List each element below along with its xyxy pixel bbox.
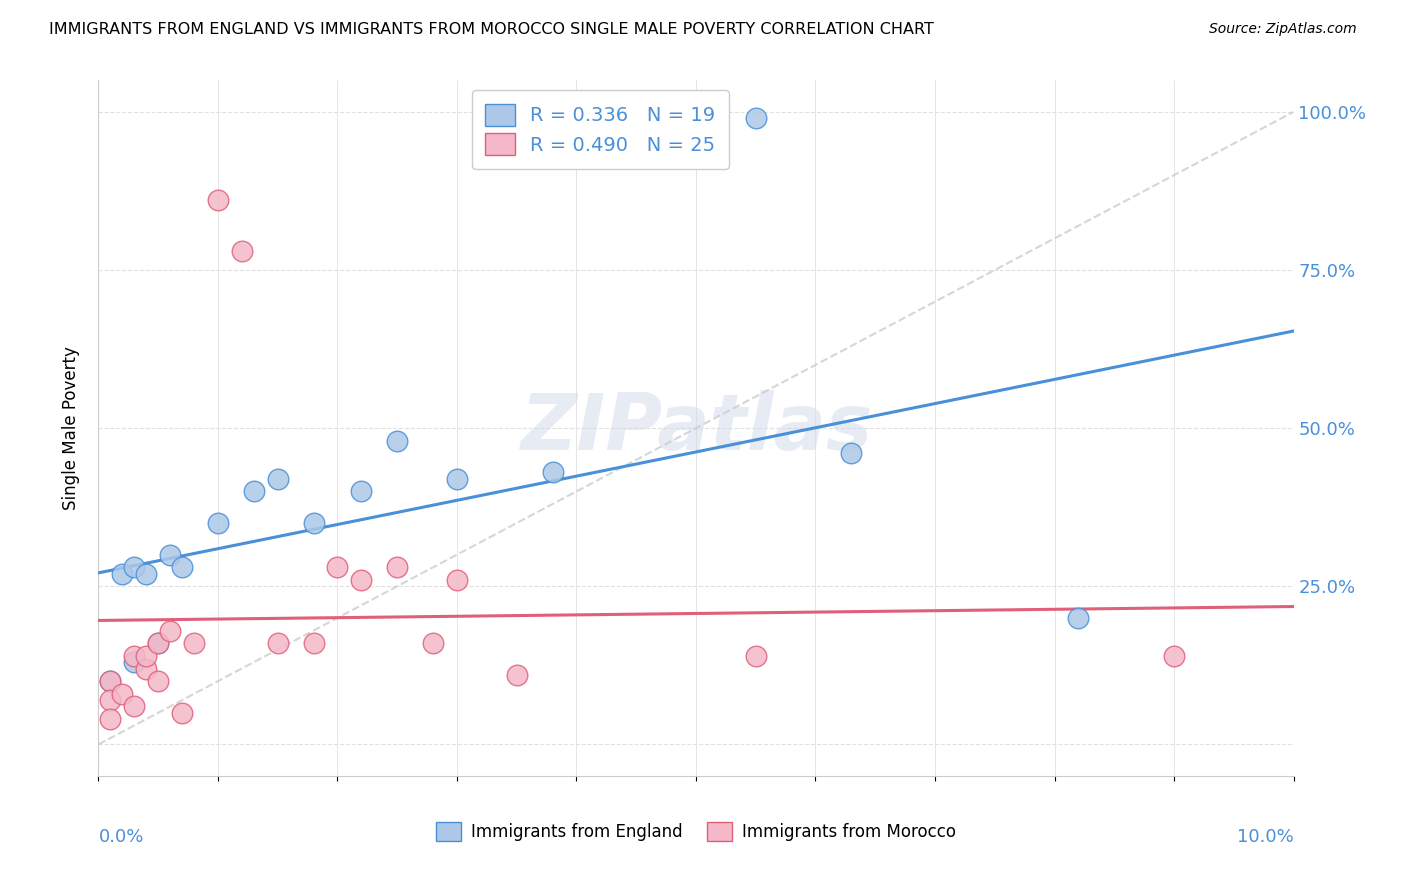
- Point: [541, 466, 564, 480]
- Point: [135, 566, 157, 581]
- Point: [745, 648, 768, 663]
- Point: [159, 548, 181, 562]
- Point: [267, 472, 290, 486]
- Point: [350, 484, 373, 499]
- Point: [385, 560, 409, 574]
- Point: [111, 566, 134, 581]
- Point: [124, 699, 146, 714]
- Point: [148, 674, 170, 689]
- Point: [1163, 648, 1185, 663]
- Point: [385, 434, 409, 448]
- Point: [1067, 611, 1090, 625]
- Point: [841, 446, 863, 460]
- Text: IMMIGRANTS FROM ENGLAND VS IMMIGRANTS FROM MOROCCO SINGLE MALE POVERTY CORRELATI: IMMIGRANTS FROM ENGLAND VS IMMIGRANTS FR…: [49, 22, 934, 37]
- Point: [124, 560, 146, 574]
- Point: [207, 194, 229, 208]
- Point: [124, 648, 146, 663]
- Point: [172, 706, 194, 720]
- Point: [98, 674, 122, 689]
- Point: [302, 516, 325, 530]
- Point: [745, 112, 768, 126]
- Point: [326, 560, 349, 574]
- Point: [98, 712, 122, 726]
- Point: [446, 472, 468, 486]
- Point: [135, 648, 157, 663]
- Point: [98, 693, 122, 707]
- Point: [159, 624, 181, 638]
- Legend: Immigrants from England, Immigrants from Morocco: Immigrants from England, Immigrants from…: [429, 815, 963, 847]
- Point: [350, 573, 373, 587]
- Point: [148, 636, 170, 650]
- Point: [422, 636, 444, 650]
- Point: [506, 668, 529, 682]
- Point: [267, 636, 290, 650]
- Text: 0.0%: 0.0%: [98, 828, 143, 847]
- Text: ZIPatlas: ZIPatlas: [520, 390, 872, 467]
- Point: [302, 636, 325, 650]
- Point: [243, 484, 266, 499]
- Text: Source: ZipAtlas.com: Source: ZipAtlas.com: [1209, 22, 1357, 37]
- Point: [446, 573, 468, 587]
- Point: [111, 687, 134, 701]
- Point: [207, 516, 229, 530]
- Y-axis label: Single Male Poverty: Single Male Poverty: [62, 346, 80, 510]
- Text: 10.0%: 10.0%: [1237, 828, 1294, 847]
- Point: [183, 636, 205, 650]
- Point: [231, 244, 253, 258]
- Point: [124, 655, 146, 669]
- Point: [148, 636, 170, 650]
- Point: [98, 674, 122, 689]
- Point: [172, 560, 194, 574]
- Point: [135, 661, 157, 675]
